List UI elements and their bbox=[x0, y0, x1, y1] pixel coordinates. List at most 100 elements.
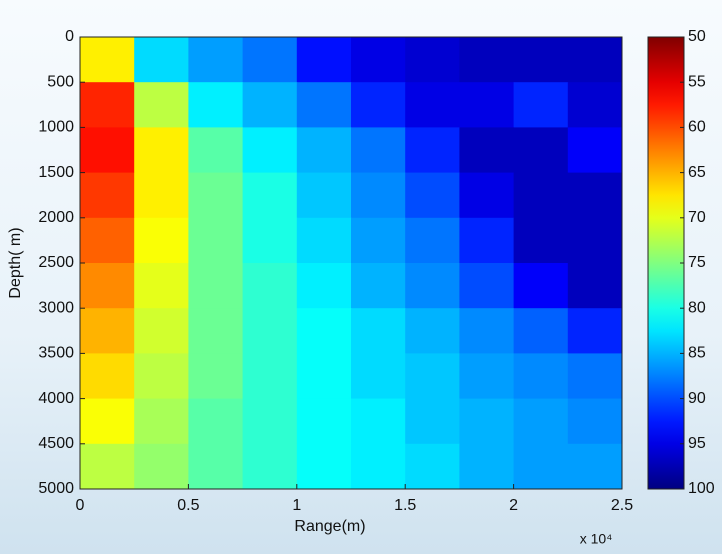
heat-cell bbox=[188, 443, 244, 490]
heat-cell bbox=[459, 443, 515, 490]
heat-cell bbox=[567, 398, 623, 445]
heat-cell bbox=[134, 127, 189, 174]
heat-cell bbox=[188, 127, 244, 174]
heat-cell bbox=[567, 172, 623, 219]
heat-cell bbox=[296, 82, 352, 128]
heat-cell bbox=[296, 37, 352, 83]
heat-cell bbox=[513, 127, 569, 174]
heat-cell bbox=[296, 172, 352, 219]
heat-cell bbox=[351, 37, 406, 83]
heat-cell bbox=[567, 127, 623, 174]
y-tick-label: 3500 bbox=[38, 345, 74, 362]
heat-cell bbox=[567, 82, 623, 128]
heat-cell bbox=[296, 443, 352, 490]
heat-cell bbox=[242, 172, 298, 219]
heat-cell bbox=[459, 172, 515, 219]
colorbar-tick-label: 100 bbox=[688, 480, 715, 497]
heat-cell bbox=[188, 308, 244, 354]
heat-cell bbox=[567, 308, 623, 354]
heat-cell bbox=[242, 443, 298, 490]
heat-cell bbox=[405, 353, 460, 400]
x-tick-label: 0.5 bbox=[177, 497, 199, 514]
colorbar-tick-label: 60 bbox=[688, 119, 706, 136]
heat-cell bbox=[459, 398, 515, 445]
heat-cell bbox=[188, 217, 244, 264]
heat-cell bbox=[242, 127, 298, 174]
heat-cell bbox=[351, 263, 406, 309]
heat-cell bbox=[134, 443, 189, 490]
y-tick-label: 1000 bbox=[38, 119, 74, 136]
heat-cell bbox=[80, 217, 135, 264]
heat-cell bbox=[459, 127, 515, 174]
heat-cell bbox=[351, 353, 406, 400]
heat-cell bbox=[188, 172, 244, 219]
heat-cell bbox=[80, 263, 135, 309]
heat-cell bbox=[567, 37, 623, 83]
y-axis-label: Depth( m) bbox=[7, 227, 24, 298]
heat-cell bbox=[405, 308, 460, 354]
x-tick-label: 1 bbox=[292, 497, 301, 514]
heat-cell bbox=[567, 443, 623, 490]
heat-cell bbox=[242, 37, 298, 83]
heat-cell bbox=[188, 398, 244, 445]
heat-cell bbox=[405, 263, 460, 309]
heat-cell bbox=[80, 82, 135, 128]
colorbar-tick-label: 95 bbox=[688, 435, 706, 452]
heat-cell bbox=[242, 398, 298, 445]
heat-cell bbox=[188, 353, 244, 400]
x-tick-label: 2.5 bbox=[611, 497, 633, 514]
x-multiplier: x 10⁴ bbox=[580, 531, 612, 547]
y-tick-label: 4500 bbox=[38, 435, 74, 452]
heat-cell bbox=[134, 172, 189, 219]
heat-cell bbox=[513, 443, 569, 490]
heat-cell bbox=[513, 398, 569, 445]
heat-cell bbox=[459, 217, 515, 264]
colorbar-tick-label: 85 bbox=[688, 345, 706, 362]
y-tick-label: 4000 bbox=[38, 390, 74, 407]
heat-cell bbox=[513, 263, 569, 309]
heat-cell bbox=[459, 263, 515, 309]
x-axis-label: Range(m) bbox=[294, 518, 365, 535]
heat-cell bbox=[351, 127, 406, 174]
colorbar-tick-label: 75 bbox=[688, 254, 706, 271]
y-tick-label: 0 bbox=[65, 28, 74, 45]
heat-cell bbox=[296, 127, 352, 174]
heat-cell bbox=[296, 263, 352, 309]
heat-cell bbox=[567, 353, 623, 400]
heat-cell bbox=[80, 37, 135, 83]
heat-cell bbox=[567, 217, 623, 264]
colorbar-tick-label: 70 bbox=[688, 209, 706, 226]
y-tick-label: 5000 bbox=[38, 480, 74, 497]
heat-cell bbox=[296, 217, 352, 264]
heat-cell bbox=[567, 263, 623, 309]
heat-cell bbox=[80, 127, 135, 174]
y-tick-label: 500 bbox=[47, 73, 74, 90]
heat-cell bbox=[351, 217, 406, 264]
heat-cell bbox=[351, 82, 406, 128]
heat-cell bbox=[80, 172, 135, 219]
heat-cell bbox=[405, 443, 460, 490]
heat-cell bbox=[351, 443, 406, 490]
colorbar-tick-label: 90 bbox=[688, 390, 706, 407]
y-tick-label: 3000 bbox=[38, 299, 74, 316]
heat-cell bbox=[405, 172, 460, 219]
heat-cell bbox=[134, 308, 189, 354]
heat-cell bbox=[242, 353, 298, 400]
heat-cell bbox=[242, 308, 298, 354]
heat-cell bbox=[459, 82, 515, 128]
colorbar-tick-label: 55 bbox=[688, 73, 706, 90]
heat-cell bbox=[134, 353, 189, 400]
heat-cell bbox=[351, 172, 406, 219]
colorbar bbox=[647, 36, 685, 490]
heat-cell bbox=[80, 398, 135, 445]
heat-cell bbox=[296, 398, 352, 445]
heat-cell bbox=[513, 82, 569, 128]
heat-cell bbox=[188, 263, 244, 309]
heat-cell bbox=[188, 82, 244, 128]
heat-cell bbox=[459, 37, 515, 83]
heat-cell bbox=[242, 82, 298, 128]
heat-cell bbox=[80, 353, 135, 400]
heat-cell bbox=[134, 82, 189, 128]
